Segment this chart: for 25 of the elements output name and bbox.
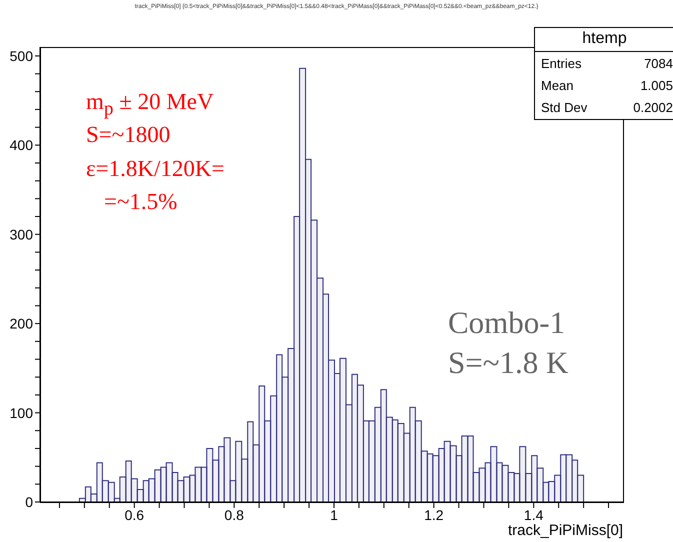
annotation: m$_{p}$ ± 20 MeV: [86, 89, 214, 120]
annotation: =~1.5%: [104, 189, 178, 214]
y-tick-label: 200: [10, 316, 34, 332]
y-tick-label: 0: [25, 494, 34, 510]
annotation: S=~1800: [86, 122, 170, 147]
text: 0.2002: [632, 100, 673, 115]
text: 7084: [643, 56, 673, 71]
text: 1.005: [639, 78, 673, 93]
x-tick-label: 1.2: [424, 506, 444, 523]
annotation: Entries: [541, 56, 582, 71]
x-tick-label: 0.8: [224, 506, 244, 523]
annotation: Combo-1: [448, 305, 566, 340]
x-tick-label: 1: [330, 506, 338, 523]
y-tick-label: 400: [10, 137, 34, 154]
annotation: ε=1.8K/120K=: [86, 156, 224, 181]
x-axis-title: track_PiPiMiss[0]: [508, 522, 623, 539]
x-tick-label: 0.6: [124, 506, 144, 523]
y-tick-label: 300: [10, 226, 34, 242]
annotation: Std Dev: [541, 100, 588, 115]
annotation: htemp: [581, 30, 628, 47]
annotation: Mean: [541, 78, 574, 93]
x-tick-label: 1.4: [524, 506, 544, 523]
y-tick-label: 100: [10, 404, 34, 421]
annotation: S=~1.8 K: [448, 345, 568, 380]
y-tick-label: 500: [10, 48, 34, 64]
